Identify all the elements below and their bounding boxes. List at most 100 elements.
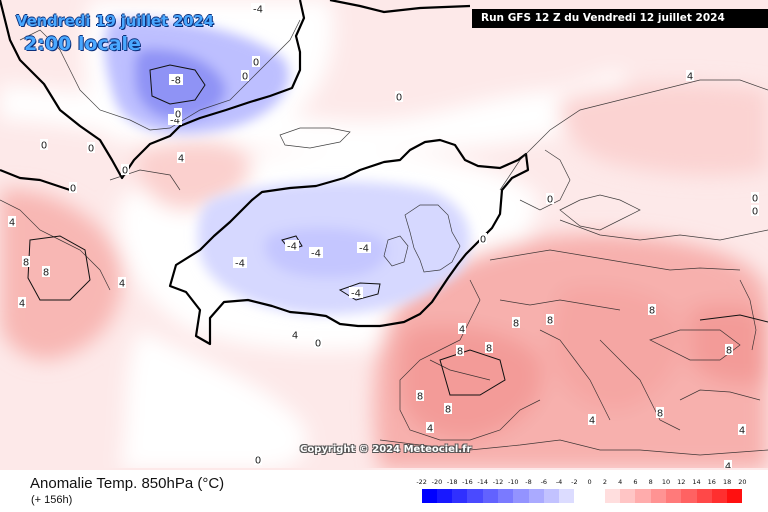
run-info: Run GFS 12 Z du Vendredi 12 juillet 2024: [472, 9, 768, 28]
contour-label-bg: [118, 277, 126, 288]
coast-balkans: [599, 339, 681, 431]
contour-label: 0: [315, 339, 321, 350]
contour-label-bg: [724, 460, 732, 470]
contour-label: 0: [88, 144, 94, 155]
border-iberia: [429, 359, 491, 381]
contour-label-bg: [309, 247, 323, 258]
legend-swatch: [452, 489, 468, 503]
contour-label: 4: [687, 72, 693, 83]
neutral-zone-south: [120, 330, 308, 470]
legend-tick: 14: [692, 478, 701, 486]
zero-contour-arctic: [329, 0, 471, 14]
contour-label-bg: [656, 407, 664, 418]
warm-patch-newfoundland: [137, 139, 251, 210]
contour-label-bg: [349, 287, 363, 298]
contour-label: 8: [513, 319, 519, 330]
contour-label-bg: [174, 108, 182, 119]
legend-swatch: [528, 489, 544, 503]
contour-label: 8: [726, 346, 732, 357]
contour-cold-patch: [338, 282, 381, 301]
contour-label: 8: [445, 405, 451, 416]
contour-label: 0: [253, 58, 259, 69]
contour-label: 4: [427, 424, 433, 435]
legend-swatch: [635, 489, 651, 503]
legend-tick: -10: [507, 478, 519, 486]
legend-swatch: [574, 489, 590, 503]
contour-warm-balkans: [699, 314, 768, 323]
zero-contour-greenland: [0, 0, 306, 180]
contour-label-bg: [738, 424, 746, 435]
contour-label-bg: [751, 192, 759, 203]
contour-label-bg: [87, 142, 95, 153]
border-alps: [499, 299, 621, 311]
contour-label: -4: [287, 242, 297, 253]
legend-tick: -22: [416, 478, 427, 486]
legend-tick: -14: [477, 478, 489, 486]
contour-label: 0: [752, 194, 758, 205]
contour-label-bg: [648, 304, 656, 315]
legend-swatch: [666, 489, 682, 503]
contour-label-bg: [22, 256, 30, 267]
legend-swatch: [559, 489, 575, 503]
legend-tick: 16: [707, 478, 716, 486]
contour-label: 0: [547, 195, 553, 206]
legend-tick: 12: [677, 478, 686, 486]
contour-label: 4: [119, 279, 125, 290]
coast-iceland: [279, 127, 351, 149]
coast-france-spain: [399, 279, 541, 441]
contour-label-bg: [40, 139, 48, 150]
contour-label-bg: [357, 242, 371, 253]
contour-label-bg: [168, 114, 182, 125]
contour-label: -4: [311, 249, 321, 260]
warm-patch-balkans: [550, 286, 682, 410]
legend-tick: 4: [618, 478, 623, 486]
contour-label-bg: [512, 317, 520, 328]
contour-label-bg: [456, 345, 464, 356]
legend-tick: -18: [446, 478, 458, 486]
legend-tick: -20: [431, 478, 443, 486]
legend-tick: -4: [555, 478, 563, 486]
contour-label-bg: [686, 70, 694, 81]
coast-italy: [539, 329, 611, 421]
contour-label-bg: [395, 91, 403, 102]
contour-label: 4: [589, 416, 595, 427]
contour-label: -8: [171, 76, 181, 87]
legend-swatch: [421, 489, 437, 503]
legend-tick: -6: [540, 478, 548, 486]
coast-turkey: [679, 389, 761, 401]
warm-patch-labrador: [0, 189, 122, 360]
legend-tick: 20: [738, 478, 747, 486]
contour-label: 8: [43, 268, 49, 279]
coast-baltic: [559, 194, 641, 231]
contour-label-bg: [177, 152, 185, 163]
contour-label: 0: [122, 166, 128, 177]
contour-label: 8: [657, 409, 663, 420]
contour-label-bg: [751, 205, 759, 216]
contour-label: 4: [9, 218, 15, 229]
legend-swatch: [467, 489, 483, 503]
contour-label-bg: [18, 297, 26, 308]
legend-swatch: [696, 489, 712, 503]
legend-swatch: [711, 489, 728, 503]
legend-swatch: [482, 489, 498, 503]
contour-label-bg: [426, 422, 434, 433]
contour-label-bg: [169, 74, 183, 85]
legend-swatch: [650, 489, 666, 503]
contour-label: 4: [739, 426, 745, 437]
coast-greenland: [19, 19, 301, 131]
legend-swatch: [498, 489, 514, 503]
contour-label-bg: [458, 323, 466, 334]
contour-label-bg: [444, 403, 452, 414]
contour-label-bg: [251, 3, 265, 14]
legend-swatch: [727, 489, 743, 503]
border-east-europe: [559, 219, 768, 241]
contour-label: -4: [235, 259, 245, 270]
white-gap: [0, 468, 768, 470]
warm-patch-iberia: [399, 326, 542, 440]
contour-label: -4: [351, 289, 361, 300]
legend-swatch: [620, 489, 636, 503]
coast-uk: [404, 204, 461, 273]
legend-tick: 2: [602, 478, 607, 486]
